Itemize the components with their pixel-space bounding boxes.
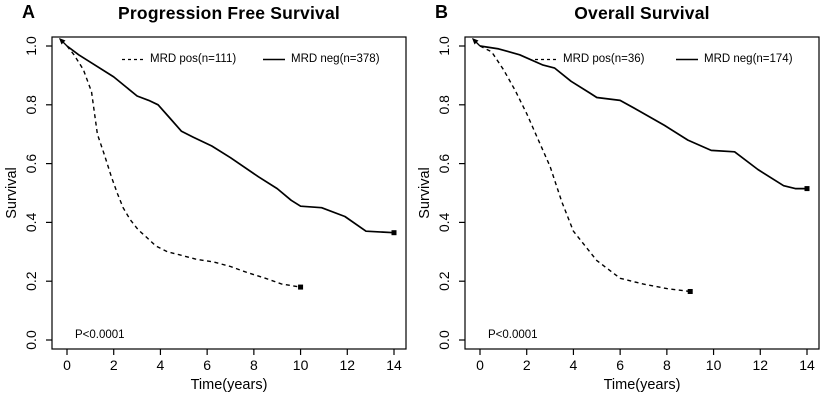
- x-tick-label: 10: [706, 357, 722, 373]
- x-tick-label: 12: [339, 357, 355, 373]
- panel-b-p-value: P<0.0001: [488, 329, 538, 341]
- y-tick-label: 0.0: [23, 330, 39, 350]
- y-tick-label: 0.2: [436, 271, 452, 291]
- plot-box: [464, 36, 820, 350]
- curve-mrd-neg: [66, 45, 395, 234]
- y-tick-label: 0.8: [23, 95, 39, 115]
- end-marker-square: [391, 230, 397, 236]
- y-tick-label: 0.4: [23, 212, 39, 232]
- panel-a-legend-label-mrd-pos: MRD pos(n=111): [150, 53, 237, 65]
- panel-b-y-axis-label: Survival: [417, 167, 433, 219]
- x-tick-label: 0: [476, 357, 484, 373]
- panel-a-plot: 0 2 4 6 8 10 12 14 0.0 0.2 0.4 0.6 0.8 1.0: [23, 36, 407, 373]
- x-tick-label: 8: [663, 357, 671, 373]
- panel-b-plot: 0 2 4 6 8 10 12 14 0.0 0.2 0.4 0.6 0.8 1.0: [436, 36, 820, 373]
- end-marker-square: [804, 186, 810, 192]
- x-tick-label: 8: [250, 357, 258, 373]
- x-tick-label: 2: [523, 357, 531, 373]
- origin-arrow-head: [59, 38, 66, 45]
- x-tick-label: 14: [386, 357, 402, 373]
- curve-mrd-pos: [479, 45, 691, 293]
- panel-label-a: A: [22, 2, 35, 22]
- panel-b: B Overall Survival 0 2 4 6 8 10 12 14 0.0 0.2 0.4 0…: [413, 0, 825, 403]
- panel-b-legend-label-mrd-pos: MRD pos(n=36): [563, 53, 645, 65]
- x-tick-label: 12: [752, 357, 768, 373]
- x-tick-label: 4: [157, 357, 165, 373]
- x-tick-label: 2: [110, 357, 118, 373]
- y-tick-label: 1.0: [23, 36, 39, 56]
- panel-a-title: Progression Free Survival: [118, 3, 340, 23]
- x-tick-label: 10: [293, 357, 309, 373]
- origin-arrow-head: [472, 38, 479, 45]
- panel-a: A Progression Free Survival 0 2 4 6 8 10 12 14 0…: [0, 0, 412, 403]
- panel-a-legend-label-mrd-neg: MRD neg(n=378): [291, 53, 380, 65]
- panel-b-legend-label-mrd-neg: MRD neg(n=174): [704, 53, 793, 65]
- end-marker-square: [298, 284, 304, 290]
- y-tick-label: 0.0: [436, 330, 452, 350]
- x-tick-label: 6: [616, 357, 624, 373]
- y-tick-label: 1.0: [436, 36, 452, 56]
- curve-mrd-pos: [66, 45, 301, 288]
- x-tick-label: 6: [203, 357, 211, 373]
- panel-b-x-axis-label: Time(years): [603, 377, 681, 393]
- end-marker-square: [687, 288, 693, 294]
- plot-box: [51, 36, 407, 350]
- x-tick-label: 14: [799, 357, 815, 373]
- y-tick-label: 0.6: [23, 154, 39, 174]
- y-tick-label: 0.2: [23, 271, 39, 291]
- panel-b-title: Overall Survival: [574, 3, 710, 23]
- panel-label-b: B: [435, 2, 448, 22]
- x-tick-label: 4: [570, 357, 578, 373]
- y-tick-label: 0.6: [436, 154, 452, 174]
- x-tick-label: 0: [63, 357, 71, 373]
- y-tick-label: 0.4: [436, 212, 452, 232]
- curve-mrd-neg: [479, 45, 807, 190]
- panel-a-p-value: P<0.0001: [75, 329, 125, 341]
- panel-a-y-axis-label: Survival: [4, 167, 20, 219]
- panel-a-x-axis-label: Time(years): [190, 377, 268, 393]
- y-tick-label: 0.8: [436, 95, 452, 115]
